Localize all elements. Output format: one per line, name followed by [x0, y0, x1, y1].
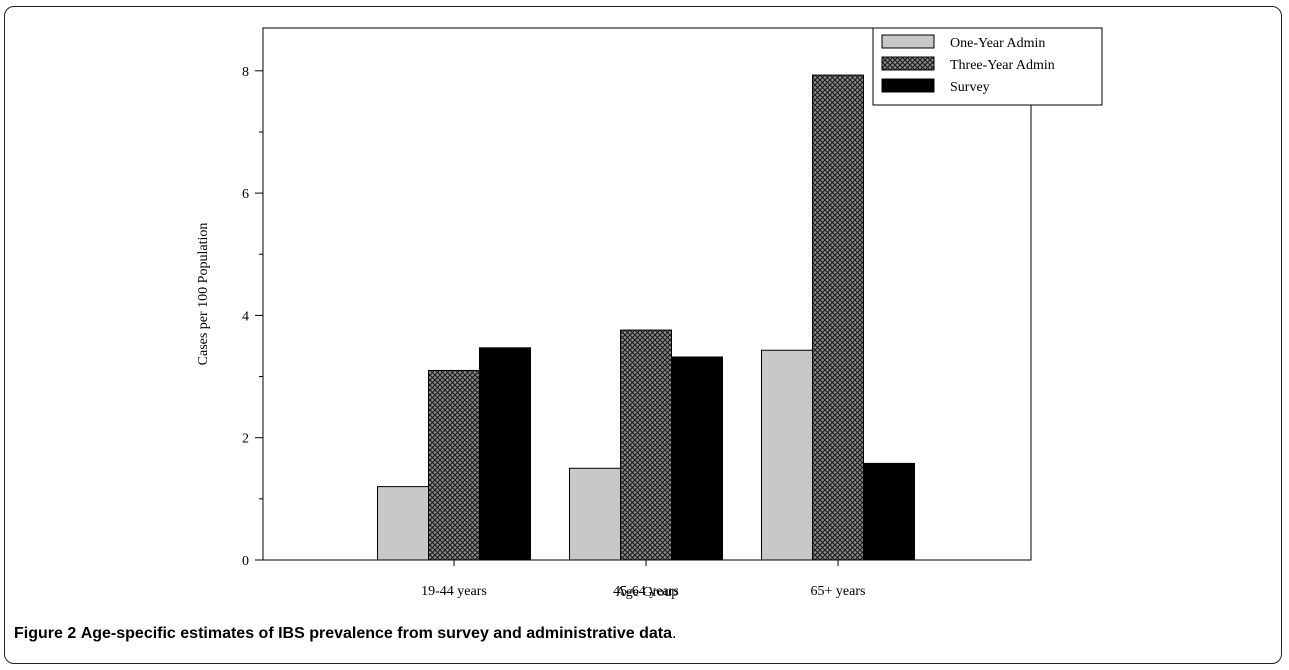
x-axis-label: Age Group	[616, 585, 679, 600]
bar-one-year-admin-3	[761, 349, 813, 561]
x-tick-label: 19-44 years	[421, 584, 487, 599]
y-tick-label: 0	[242, 554, 249, 569]
legend-swatch	[881, 56, 935, 71]
legend-label: One-Year Admin	[950, 36, 1045, 51]
bar-three-year-admin-2	[620, 329, 672, 561]
y-axis-label: Cases per 100 Population	[196, 223, 211, 366]
bar-three-year-admin-3	[812, 74, 864, 561]
legend-swatch	[881, 34, 935, 49]
figure-label: Figure 2	[14, 625, 77, 642]
x-tick-label: 45-64 years	[613, 584, 679, 599]
bar-survey-2	[671, 356, 723, 561]
figure-caption-text: Age-specific estimates of IBS prevalence…	[80, 625, 673, 642]
bar-survey-1	[479, 347, 531, 561]
bar-survey-3	[863, 462, 915, 561]
legend-swatch	[881, 78, 935, 93]
bar-one-year-admin-1	[377, 486, 429, 561]
legend-label: Three-Year Admin	[950, 58, 1055, 73]
x-tick-label: 65+ years	[811, 584, 866, 599]
y-tick-label: 2	[242, 432, 249, 447]
figure-caption: Figure 2 Age-specific estimates of IBS p…	[14, 625, 1264, 643]
bar-chart: 0 2 4 6 8 19-44 years 45-64 years 65+ years One-…	[196, 27, 1103, 600]
bar-three-year-admin-1	[428, 369, 480, 561]
y-tick-label: 6	[242, 187, 249, 202]
bar-one-year-admin-2	[569, 467, 621, 561]
legend-label: Survey	[950, 80, 990, 95]
y-tick-label: 4	[242, 309, 249, 324]
y-tick-label: 8	[242, 65, 249, 80]
figure-caption-end: .	[672, 625, 677, 642]
